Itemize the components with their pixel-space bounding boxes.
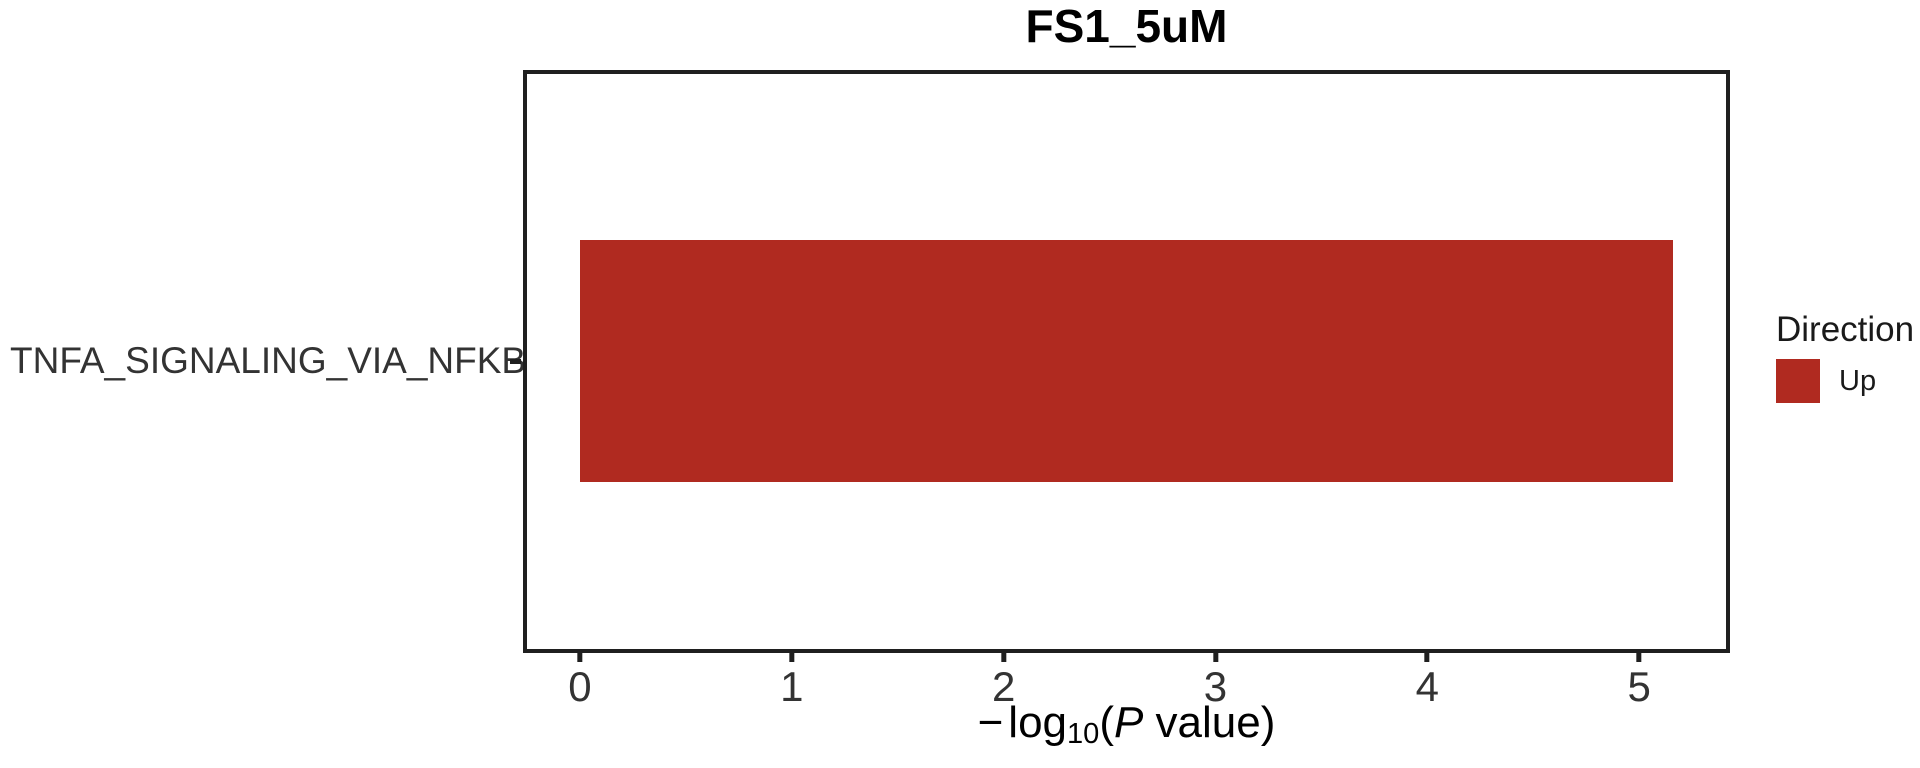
x-axis-title-minus: −	[977, 698, 1004, 747]
legend-title: Direction	[1776, 310, 1915, 349]
x-tick-0: 0	[568, 653, 592, 710]
x-tick-1: 1	[780, 653, 803, 709]
x-tick-mark	[1001, 653, 1007, 662]
x-tick-mark	[789, 653, 795, 662]
x-tick-label: 4	[1415, 663, 1439, 710]
x-axis-title: − log10(P value)	[523, 698, 1730, 753]
x-tick-4: 4	[1416, 653, 1439, 709]
x-tick-label: 3	[1203, 663, 1228, 710]
x-tick-label: 5	[1627, 663, 1651, 710]
y-axis-category-label: TNFA_SIGNALING_VIA_NFKB	[10, 340, 527, 381]
x-axis-title-p: P	[1113, 698, 1144, 747]
plot-panel	[523, 70, 1730, 653]
x-tick-mark	[1212, 653, 1218, 662]
legend: Direction Up	[1776, 310, 1914, 403]
x-tick-label: 0	[568, 663, 592, 710]
legend-swatch-up	[1776, 359, 1820, 403]
x-axis-title-open-paren: (	[1099, 698, 1114, 747]
x-tick-mark	[577, 653, 583, 662]
x-tick-5: 5	[1627, 653, 1651, 710]
x-axis-ticks: 0 1 2 3 4 5	[527, 653, 1726, 717]
x-tick-label: 2	[991, 663, 1016, 710]
x-tick-mark	[1424, 653, 1430, 662]
legend-label-up: Up	[1839, 364, 1877, 397]
x-tick-2: 2	[992, 653, 1015, 709]
plot-title: FS1_5uM	[1025, 0, 1228, 52]
x-axis-title-subscript: 10	[1067, 718, 1100, 751]
x-tick-label: 1	[780, 663, 804, 710]
bar-tnfa-signaling-via-nfkb	[579, 240, 1674, 483]
x-tick-3: 3	[1204, 653, 1227, 709]
legend-entry-up: Up	[1776, 359, 1914, 403]
y-axis-tick-mark	[510, 359, 521, 364]
x-tick-mark	[1636, 653, 1642, 662]
x-axis-title-rest: value)	[1143, 698, 1276, 747]
x-axis-title-log: log	[1008, 698, 1068, 747]
